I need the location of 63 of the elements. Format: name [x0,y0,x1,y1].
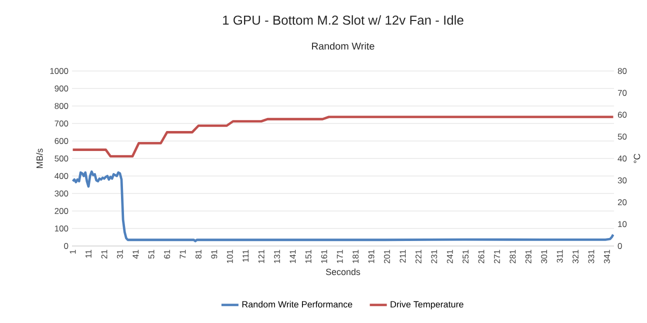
x-tick-label: 51 [148,250,154,259]
legend-label: Random Write Performance [242,300,352,308]
x-tick-label: 201 [384,250,390,264]
y2-tick-label: 30 [618,177,627,184]
x-tick-label: 321 [572,250,579,264]
y2-tick-label: 40 [618,156,627,162]
x-tick-label: 221 [415,250,422,264]
y2-tick-label: 0 [618,243,622,249]
x-tick-label: 111 [242,250,249,262]
x-tick-label: 281 [510,250,516,264]
x-tick-label: 191 [368,250,374,264]
y-tick-label: 700 [54,120,68,126]
y-tick-label: 0 [64,243,68,249]
x-axis-title: Seconds [326,268,360,276]
y-tick-label: 600 [54,138,68,144]
x-tick-label: 271 [494,250,500,264]
x-tick-label: 61 [164,250,170,258]
x-tick-label: 331 [588,250,594,264]
x-tick-label: 101 [226,250,233,264]
y2-tick-label: 60 [618,112,627,118]
x-tick-label: 1 [70,250,76,254]
y-tick-label: 500 [54,156,68,162]
chart-title: 1 GPU - Bottom M.2 Slot w/ 12v Fan - Idle [223,15,464,25]
y-tick-label: 900 [54,86,68,92]
y-tick-label: 300 [54,190,68,196]
y2-tick-label: 80 [618,68,627,74]
x-tick-label: 301 [541,250,548,264]
x-tick-label: 151 [305,250,312,264]
y-axis-title: MB/s [36,148,43,168]
x-tick-label: 91 [211,250,218,259]
x-tick-label: 171 [336,250,343,264]
x-tick-label: 11 [86,250,92,258]
x-tick-label: 21 [101,250,108,259]
chart-subtitle: Random Write [312,42,374,50]
x-tick-label: 41 [132,250,139,259]
x-tick-label: 311 [556,250,563,263]
x-tick-label: 181 [352,250,359,264]
legend-label: Drive Temperature [390,300,464,310]
x-tick-label: 241 [446,250,453,264]
y-tick-label: 1000 [50,68,68,74]
y2-tick-label: 50 [618,134,627,140]
line-series [72,116,614,158]
y2-tick-label: 70 [618,90,627,96]
x-tick-label: 251 [462,250,469,264]
x-tick-label: 161 [321,250,328,264]
x-tick-label: 31 [116,250,123,259]
x-tick-label: 211 [400,250,406,263]
x-tick-label: 131 [274,250,280,264]
x-tick-label: 261 [478,250,484,264]
y2-axis-title: °C [634,154,640,163]
y-tick-label: 400 [54,173,68,179]
y-tick-label: 200 [54,208,68,214]
x-tick-label: 71 [180,250,186,258]
x-tick-label: 341 [604,250,610,264]
x-tick-label: 291 [525,250,532,264]
y2-tick-label: 10 [618,221,627,228]
x-tick-label: 81 [195,250,202,259]
y2-tick-label: 20 [618,199,627,206]
x-tick-label: 231 [431,250,438,264]
y-tick-label: 100 [54,226,68,232]
x-tick-label: 121 [258,250,264,264]
y-tick-label: 800 [54,103,68,109]
x-tick-label: 141 [290,250,296,264]
